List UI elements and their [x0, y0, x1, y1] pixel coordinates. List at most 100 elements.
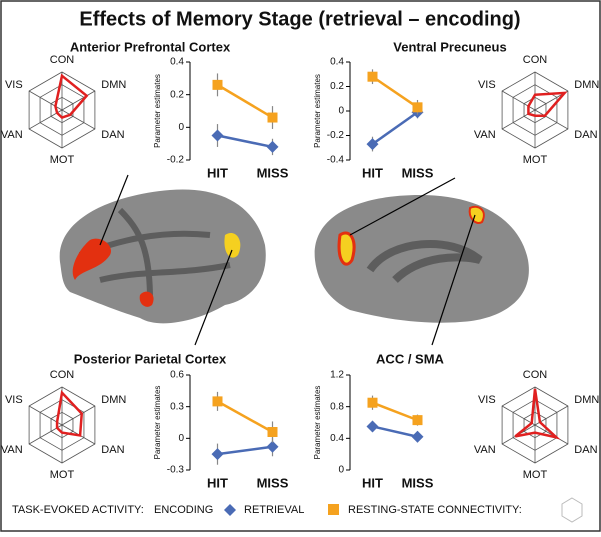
series-line: [372, 401, 418, 422]
chart-title: Ventral Precuneus: [393, 39, 506, 54]
x-tick-label: HIT: [207, 475, 228, 490]
radar-axis-label: MOT: [523, 469, 548, 481]
marker: [366, 420, 379, 433]
marker: [211, 129, 224, 142]
marker: [412, 102, 423, 113]
radar-axis-label: VAN: [474, 444, 496, 456]
radar-spoke: [501, 405, 536, 426]
y-tick-label: -0.2: [327, 130, 345, 141]
radar-axis-label: VAN: [1, 444, 23, 456]
radar-shape: [55, 390, 84, 437]
legend-marker: [224, 504, 236, 516]
radar-axis-label: DMN: [101, 394, 126, 406]
radar-axis-label: VIS: [478, 79, 496, 91]
radar-axis-label: DMN: [574, 394, 599, 406]
radar-axis-label: MOT: [50, 469, 75, 481]
marker: [267, 112, 278, 123]
legend-entry: RETRIEVAL: [244, 504, 304, 516]
radar-axis-label: CON: [523, 369, 548, 381]
series-line: [372, 425, 418, 438]
radar-axis-label: MOT: [523, 154, 548, 166]
radar-axis-label: DMN: [101, 79, 126, 91]
y-tick-label: 1.2: [330, 370, 344, 381]
radar-spoke: [534, 109, 569, 130]
x-tick-label: MISS: [257, 165, 289, 180]
marker: [266, 140, 279, 153]
radar-axis-label: VAN: [1, 129, 23, 141]
y-tick-label: 0.2: [330, 81, 344, 92]
series-line: [217, 445, 273, 456]
marker: [411, 430, 424, 443]
marker: [267, 427, 278, 437]
marker: [212, 79, 223, 90]
radar-spoke: [534, 424, 569, 445]
brain-lateral: [59, 189, 266, 324]
radar-spoke: [61, 90, 96, 111]
y-axis-label: Parameter estimates: [153, 386, 162, 460]
series-line: [216, 83, 274, 119]
y-tick-label: 0.4: [170, 57, 184, 68]
y-tick-label: 0.6: [170, 370, 184, 381]
callout-lines: [99, 174, 476, 346]
legend-radar-icon: [561, 497, 583, 523]
y-tick-label: 0.4: [330, 433, 344, 444]
y-tick-label: 0.3: [170, 401, 184, 412]
y-tick-label: 0: [178, 433, 184, 444]
y-tick-label: -0.3: [167, 465, 185, 476]
radar-shape: [54, 73, 89, 120]
series-line: [371, 75, 419, 109]
legend-label: RESTING-STATE CONNECTIVITY:: [348, 504, 522, 516]
y-tick-label: 0.2: [170, 89, 184, 100]
radar-axis-label: VIS: [5, 394, 23, 406]
y-tick-label: -0.2: [167, 155, 185, 166]
radar-shape: [527, 91, 568, 117]
x-tick-label: MISS: [402, 475, 434, 490]
radar-axis-label: VAN: [474, 129, 496, 141]
marker: [211, 448, 224, 461]
chart-title: Anterior Prefrontal Cortex: [70, 39, 231, 54]
radar-spoke: [61, 405, 96, 426]
legend-entry: ENCODING: [154, 504, 213, 516]
figure-title: Effects of Memory Stage (retrieval – enc…: [79, 8, 520, 30]
y-tick-label: 0: [178, 122, 184, 133]
radar-axis-label: VIS: [478, 394, 496, 406]
radar-axis-label: VIS: [5, 79, 23, 91]
y-axis-label: Parameter estimates: [153, 74, 162, 148]
series-line: [217, 134, 273, 149]
y-tick-label: 0.4: [330, 57, 344, 68]
x-tick-label: MISS: [257, 475, 289, 490]
marker: [367, 71, 378, 82]
radar-axis-label: CON: [50, 369, 75, 381]
marker: [212, 396, 223, 407]
chart-title: ACC / SMA: [376, 351, 445, 366]
legend-label: TASK-EVOKED ACTIVITY:: [12, 504, 144, 516]
marker: [366, 138, 379, 151]
brain-medial: [314, 195, 529, 323]
y-axis-label: Parameter estimates: [313, 386, 322, 460]
radar-axis-label: CON: [50, 54, 75, 66]
radar-axis-label: DAN: [574, 444, 597, 456]
chart-title: Posterior Parietal Cortex: [74, 351, 227, 366]
radar-axis-label: DAN: [101, 129, 124, 141]
x-tick-label: HIT: [362, 165, 383, 180]
y-axis-label: Parameter estimates: [313, 74, 322, 148]
radar-axis-label: CON: [523, 54, 548, 66]
radar-spoke: [61, 109, 96, 130]
x-tick-label: MISS: [402, 165, 434, 180]
radar-shape: [514, 388, 561, 440]
y-tick-label: 0: [338, 465, 344, 476]
radar-axis-label: DAN: [101, 444, 124, 456]
series-line: [371, 111, 419, 146]
radar-axis-label: DAN: [574, 129, 597, 141]
radar-axis-label: MOT: [50, 154, 75, 166]
marker: [367, 397, 378, 408]
x-tick-label: HIT: [362, 475, 383, 490]
y-tick-label: 0: [338, 106, 344, 117]
series-line: [216, 400, 274, 434]
legend-marker: [328, 504, 339, 515]
marker: [266, 440, 279, 453]
y-tick-label: 0.8: [330, 401, 344, 412]
x-tick-label: HIT: [207, 165, 228, 180]
radar-axis-label: DMN: [574, 79, 599, 91]
